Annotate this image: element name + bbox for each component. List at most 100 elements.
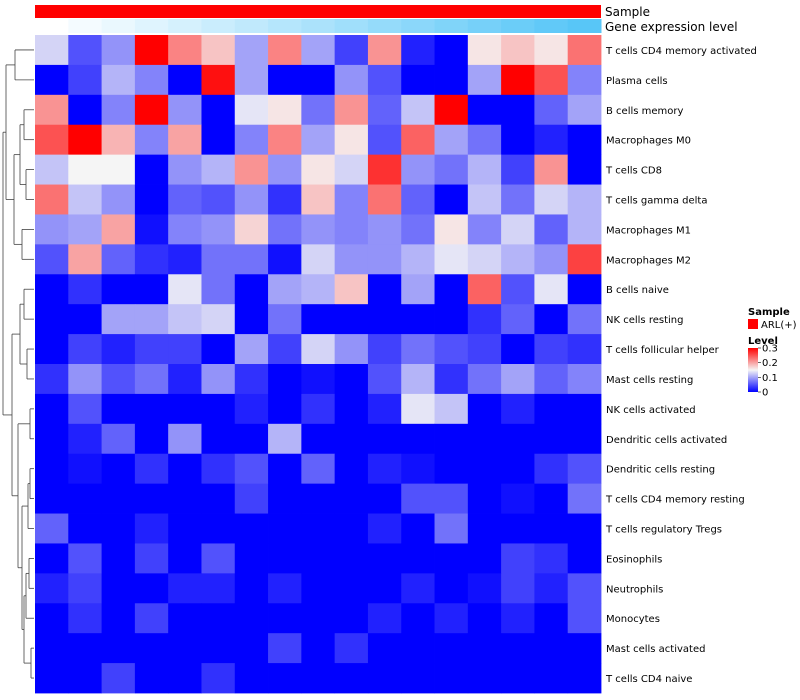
heatmap-cell [501, 453, 535, 485]
heatmap-cell [434, 513, 469, 544]
heatmap-cell [567, 453, 602, 485]
heatmap-cell [268, 393, 302, 425]
heatmap-cell [367, 64, 402, 96]
heatmap-cell [334, 483, 369, 514]
row-label: Neutrophils [606, 584, 663, 595]
heatmap-cell [168, 94, 202, 126]
heatmap-cell [567, 35, 602, 66]
heatmap-cell [434, 94, 469, 126]
heatmap-cell [334, 364, 369, 395]
heatmap-cell [168, 633, 202, 664]
heatmap-cell [401, 483, 435, 514]
heatmap-cell [401, 184, 435, 215]
heatmap-cell [35, 35, 69, 66]
heatmap-cell [201, 214, 236, 245]
heatmap-cell [301, 453, 336, 485]
heatmap-cell [534, 304, 569, 335]
heatmap-cell [35, 124, 69, 156]
heatmap-cell [268, 364, 302, 395]
heatmap-cell [434, 214, 469, 245]
heatmap-cell [401, 304, 435, 335]
heatmap-cell [35, 274, 69, 305]
heatmap-cell [101, 214, 136, 245]
heatmap-cell [534, 513, 569, 544]
heatmap-cell [334, 453, 369, 485]
heatmap-cell [134, 124, 169, 156]
expression-track-cell [401, 19, 436, 33]
heatmap-cell [434, 364, 469, 395]
expression-track-cell [234, 19, 269, 33]
heatmap-cell [534, 334, 569, 365]
heatmap-cell [534, 543, 569, 574]
heatmap-cell [101, 334, 136, 365]
heatmap-cell [367, 453, 402, 485]
heatmap-cell [334, 184, 369, 215]
heatmap-cell [434, 154, 469, 185]
heatmap-cell [68, 423, 102, 455]
heatmap-cell [567, 124, 602, 156]
heatmap-cell [101, 423, 136, 455]
heatmap-cell [534, 453, 569, 485]
heatmap-cell [234, 663, 269, 694]
heatmap-cell [467, 334, 502, 365]
heatmap-cell [68, 35, 102, 66]
heatmap-cells [35, 35, 602, 694]
heatmap-cell [467, 214, 502, 245]
heatmap-cell [35, 573, 69, 604]
heatmap-cell [467, 154, 502, 185]
heatmap-cell [334, 423, 369, 455]
heatmap-cell [434, 543, 469, 574]
heatmap-cell [434, 453, 469, 485]
heatmap-cell [268, 64, 302, 96]
heatmap-cell [467, 633, 502, 664]
heatmap-cell [101, 663, 136, 694]
row-label: Monocytes [606, 614, 660, 625]
heatmap-cell [301, 124, 336, 156]
heatmap-cell [268, 633, 302, 664]
heatmap-cell [567, 334, 602, 365]
heatmap-cell [35, 334, 69, 365]
heatmap-cell [35, 64, 69, 96]
heatmap-cell [268, 244, 302, 275]
legend-level-colorbar [748, 348, 758, 392]
row-label: T cells CD8 [605, 166, 662, 177]
heatmap-cell [134, 483, 169, 514]
heatmap-cell [501, 274, 535, 305]
expression-track-cell [367, 19, 402, 33]
heatmap-cell [501, 633, 535, 664]
heatmap-cell [501, 244, 535, 275]
row-label: T cells regulatory Tregs [605, 525, 722, 536]
heatmap-cell [134, 184, 169, 215]
heatmap-cell [101, 94, 136, 126]
heatmap-cell [467, 513, 502, 544]
heatmap-cell [501, 214, 535, 245]
heatmap-cell [367, 543, 402, 574]
heatmap-cell [367, 244, 402, 275]
heatmap-cell [501, 364, 535, 395]
heatmap-cell [101, 274, 136, 305]
heatmap-cell [168, 663, 202, 694]
heatmap-cell [234, 393, 269, 425]
heatmap-cell [401, 364, 435, 395]
row-label: B cells memory [606, 106, 683, 117]
expression-track-cell [301, 19, 336, 33]
heatmap-cell [434, 244, 469, 275]
heatmap-cell [401, 124, 435, 156]
heatmap-cell [234, 35, 269, 66]
heatmap-cell [401, 94, 435, 126]
heatmap-cell [268, 334, 302, 365]
heatmap-cell [301, 603, 336, 634]
heatmap-cell [201, 423, 236, 455]
heatmap-cell [434, 334, 469, 365]
heatmap-cell [35, 304, 69, 335]
heatmap-cell [567, 573, 602, 604]
heatmap-cell [201, 184, 236, 215]
heatmap-cell [401, 633, 435, 664]
heatmap-cell [467, 573, 502, 604]
heatmap-cell [168, 244, 202, 275]
heatmap-cell [168, 364, 202, 395]
row-label: Plasma cells [606, 76, 668, 87]
heatmap-cell [234, 483, 269, 514]
heatmap-cell [467, 184, 502, 215]
heatmap-cell [301, 184, 336, 215]
